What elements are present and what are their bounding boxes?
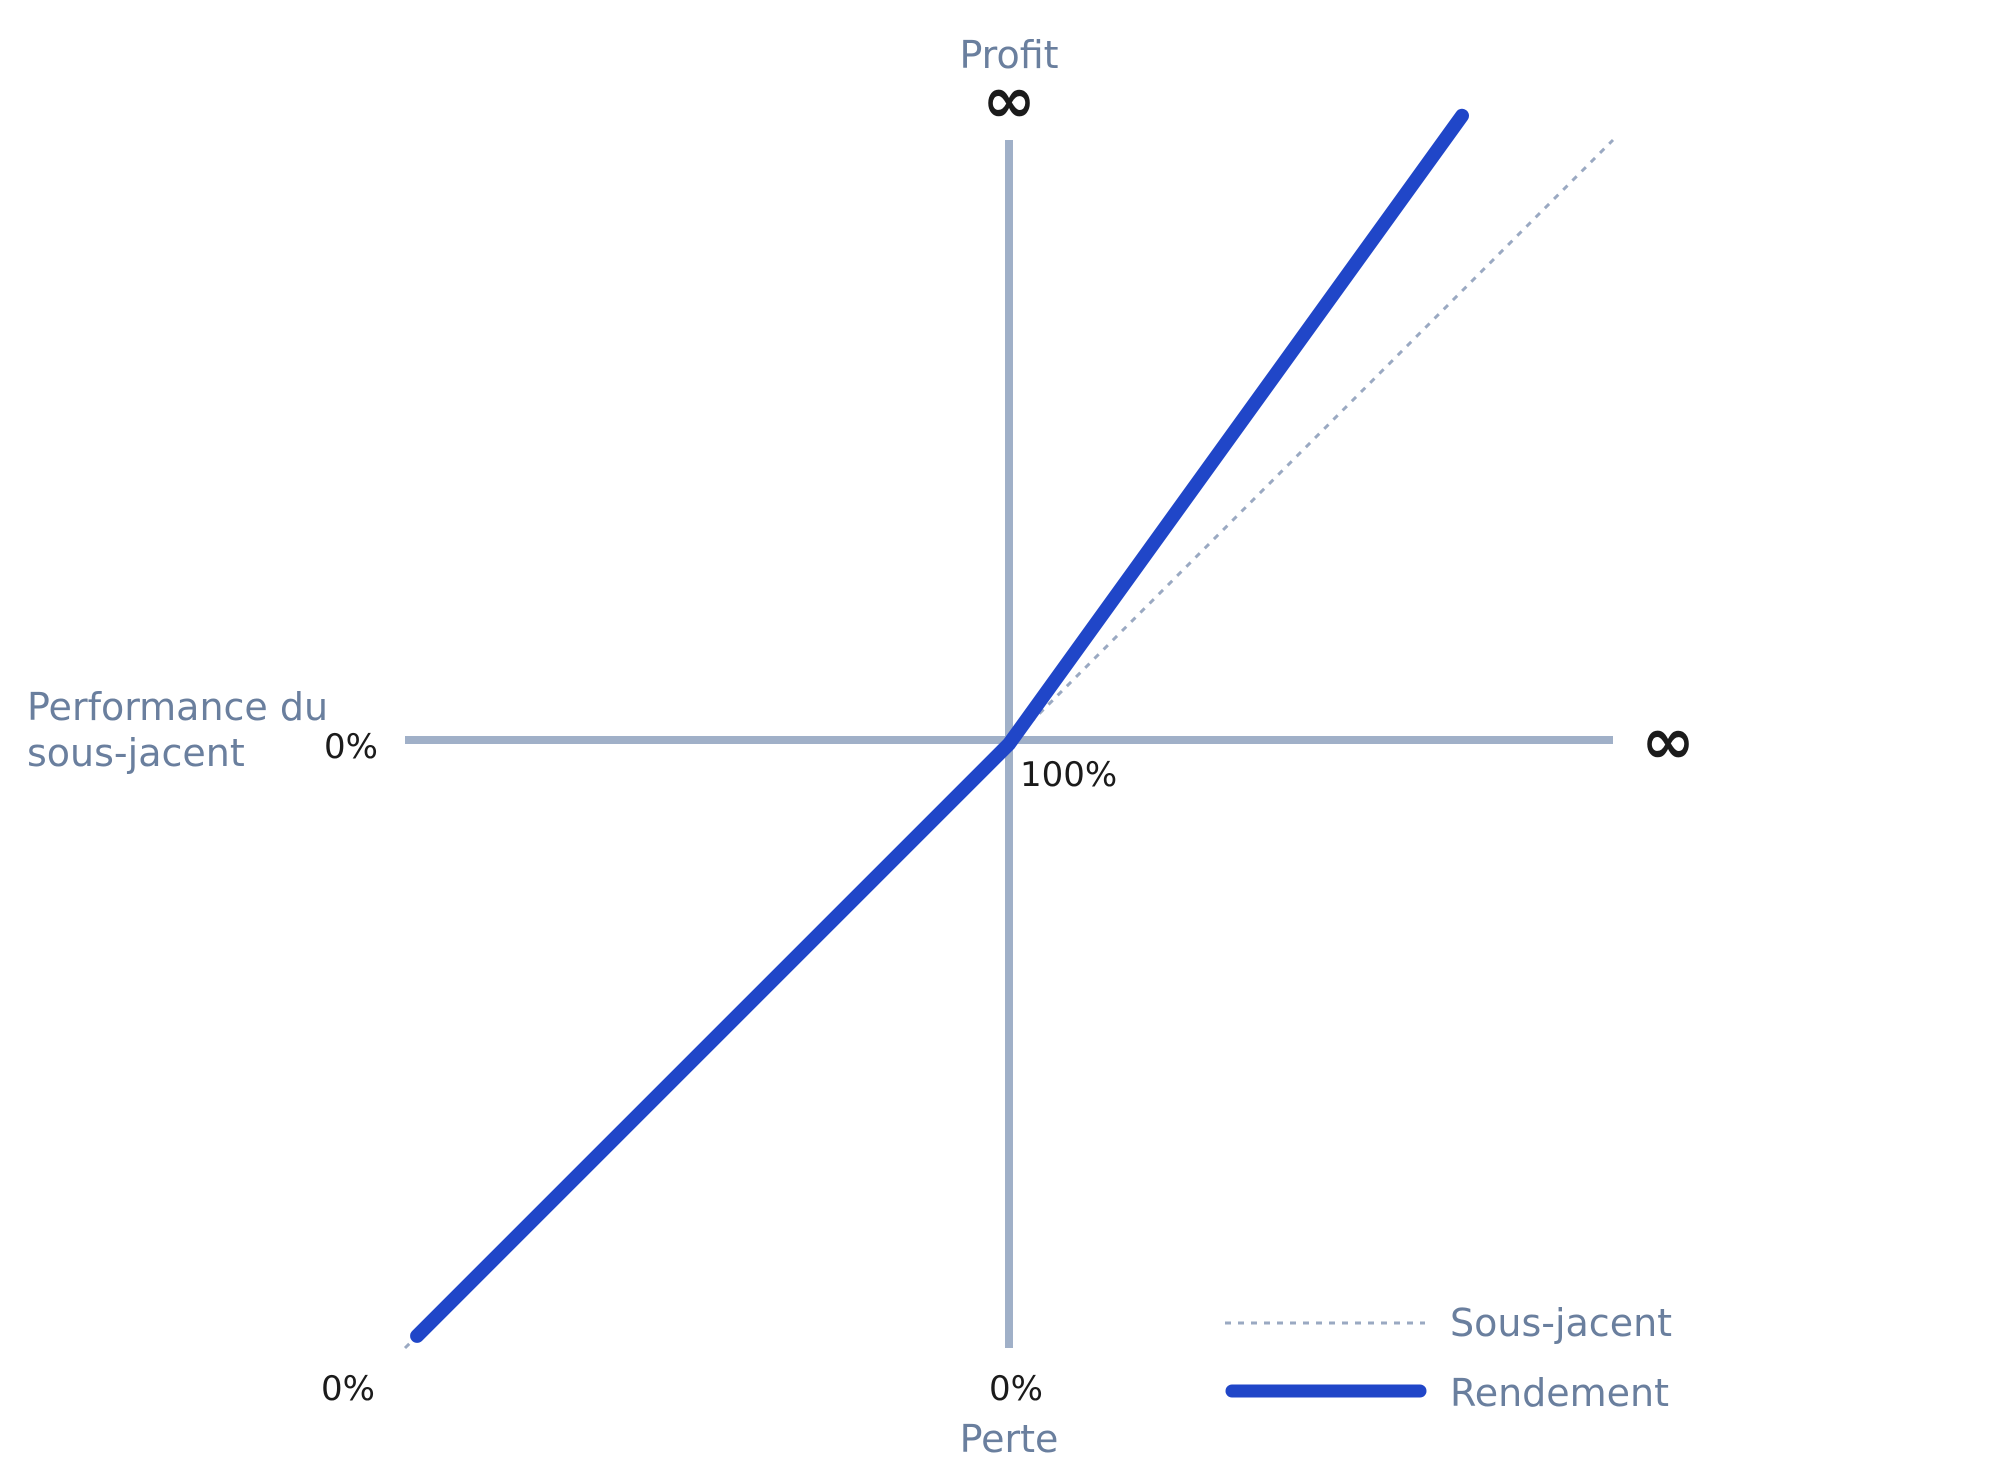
y-zero-tick: 0% bbox=[324, 727, 378, 767]
legend-label-rendement: Rendement bbox=[1450, 1371, 1669, 1415]
y-top-infinity-tick: ∞ bbox=[982, 64, 1035, 138]
y-top-axis-label: Profit bbox=[959, 33, 1058, 77]
x-zero-tick: 100% bbox=[1020, 755, 1117, 795]
bottom-left-tick: 0% bbox=[321, 1369, 375, 1409]
x-right-infinity-tick: ∞ bbox=[1641, 705, 1694, 779]
y-bottom-axis-label: Perte bbox=[960, 1417, 1059, 1461]
series-line-rendement bbox=[410, 108, 1469, 1343]
x-axis-label-line1: Performance du bbox=[27, 685, 328, 729]
bottom-center-tick: 0% bbox=[989, 1369, 1043, 1409]
x-axis-label-line2: sous-jacent bbox=[27, 731, 245, 775]
legend-label-sous-jacent: Sous-jacent bbox=[1450, 1301, 1672, 1345]
legend: Sous-jacent Rendement bbox=[1225, 1301, 1672, 1415]
